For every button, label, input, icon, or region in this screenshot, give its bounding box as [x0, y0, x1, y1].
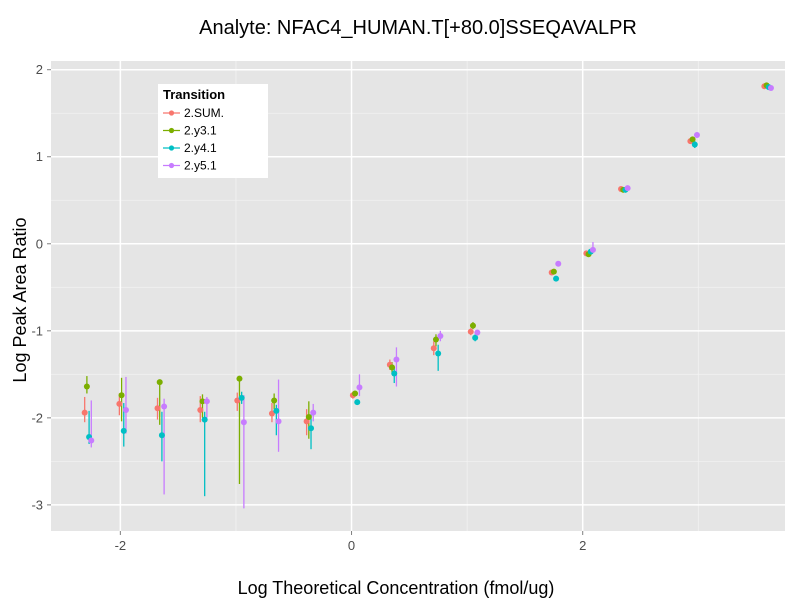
data-point — [271, 397, 278, 404]
legend-key-point — [168, 110, 175, 116]
x-axis-ticks: -2 0 2 — [115, 531, 586, 553]
legend-label: 2.y4.1 — [184, 141, 217, 155]
x-tick-label: -2 — [115, 538, 127, 553]
data-point — [201, 416, 208, 423]
data-point — [472, 334, 479, 341]
data-point — [156, 379, 163, 386]
data-point — [81, 409, 88, 416]
data-point — [273, 407, 280, 414]
x-tick-label: 0 — [348, 538, 355, 553]
data-points — [81, 82, 774, 444]
data-point — [550, 268, 557, 275]
data-point — [203, 398, 210, 405]
data-point — [118, 392, 125, 399]
y-tick-label: 0 — [36, 236, 43, 251]
data-point — [238, 394, 245, 401]
chart-title: Analyte: NFAC4_HUMAN.T[+80.0]SSEQAVALPR — [199, 17, 637, 39]
legend-key-point — [168, 162, 175, 169]
legend-title: Transition — [163, 87, 225, 102]
data-point — [88, 437, 95, 444]
legend-items: 2.SUM. 2.y3.1 2.y4.1 2.y5.1 — [163, 106, 224, 173]
data-point — [391, 370, 398, 377]
legend: Transition 2.SUM. 2.y3.1 2.y4.1 2.y5.1 — [158, 84, 268, 178]
y-tick-label: -3 — [31, 497, 43, 512]
data-point — [199, 398, 206, 405]
data-point — [120, 427, 127, 434]
x-tick-label: 2 — [579, 538, 586, 553]
y-tick-label: -1 — [31, 323, 43, 338]
data-point — [474, 329, 481, 336]
data-point — [693, 131, 700, 138]
y-tick-label: 1 — [36, 149, 43, 164]
x-axis-label: Log Theoretical Concentration (fmol/ug) — [238, 578, 555, 598]
data-point — [161, 403, 168, 410]
y-axis-ticks: -3 -2 -1 0 1 2 — [31, 62, 51, 512]
data-point — [310, 409, 317, 416]
data-point — [83, 383, 90, 390]
data-point — [393, 356, 400, 363]
data-point — [234, 397, 241, 404]
legend-label: 2.SUM. — [184, 106, 224, 120]
data-point — [197, 407, 204, 414]
data-point — [555, 260, 562, 267]
data-point — [308, 425, 315, 432]
data-point — [122, 407, 129, 414]
data-point — [158, 432, 165, 439]
data-point — [435, 350, 442, 357]
data-point — [624, 185, 631, 192]
data-point — [467, 328, 474, 335]
data-point — [469, 322, 476, 329]
data-point — [432, 336, 439, 343]
y-tick-label: -2 — [31, 410, 43, 425]
data-point — [116, 400, 123, 407]
data-point — [389, 364, 396, 371]
data-point — [236, 375, 243, 382]
data-point — [691, 141, 698, 148]
data-point — [354, 399, 361, 406]
data-point — [689, 136, 696, 143]
data-point — [767, 84, 774, 91]
legend-label: 2.y3.1 — [184, 124, 217, 138]
data-point — [305, 413, 312, 420]
data-point — [553, 275, 560, 282]
data-point — [154, 405, 161, 412]
data-point — [430, 345, 437, 352]
data-point — [589, 246, 596, 253]
y-tick-label: 2 — [36, 62, 43, 77]
data-point — [275, 418, 282, 425]
data-point — [356, 384, 363, 391]
data-point — [268, 410, 275, 417]
data-point — [437, 333, 444, 340]
legend-label: 2.y5.1 — [184, 159, 217, 173]
y-axis-label: Log Peak Area Ratio — [10, 217, 30, 382]
data-point — [352, 390, 359, 397]
legend-key-point — [168, 127, 175, 134]
legend-key-point — [168, 145, 175, 151]
data-point — [240, 419, 247, 426]
